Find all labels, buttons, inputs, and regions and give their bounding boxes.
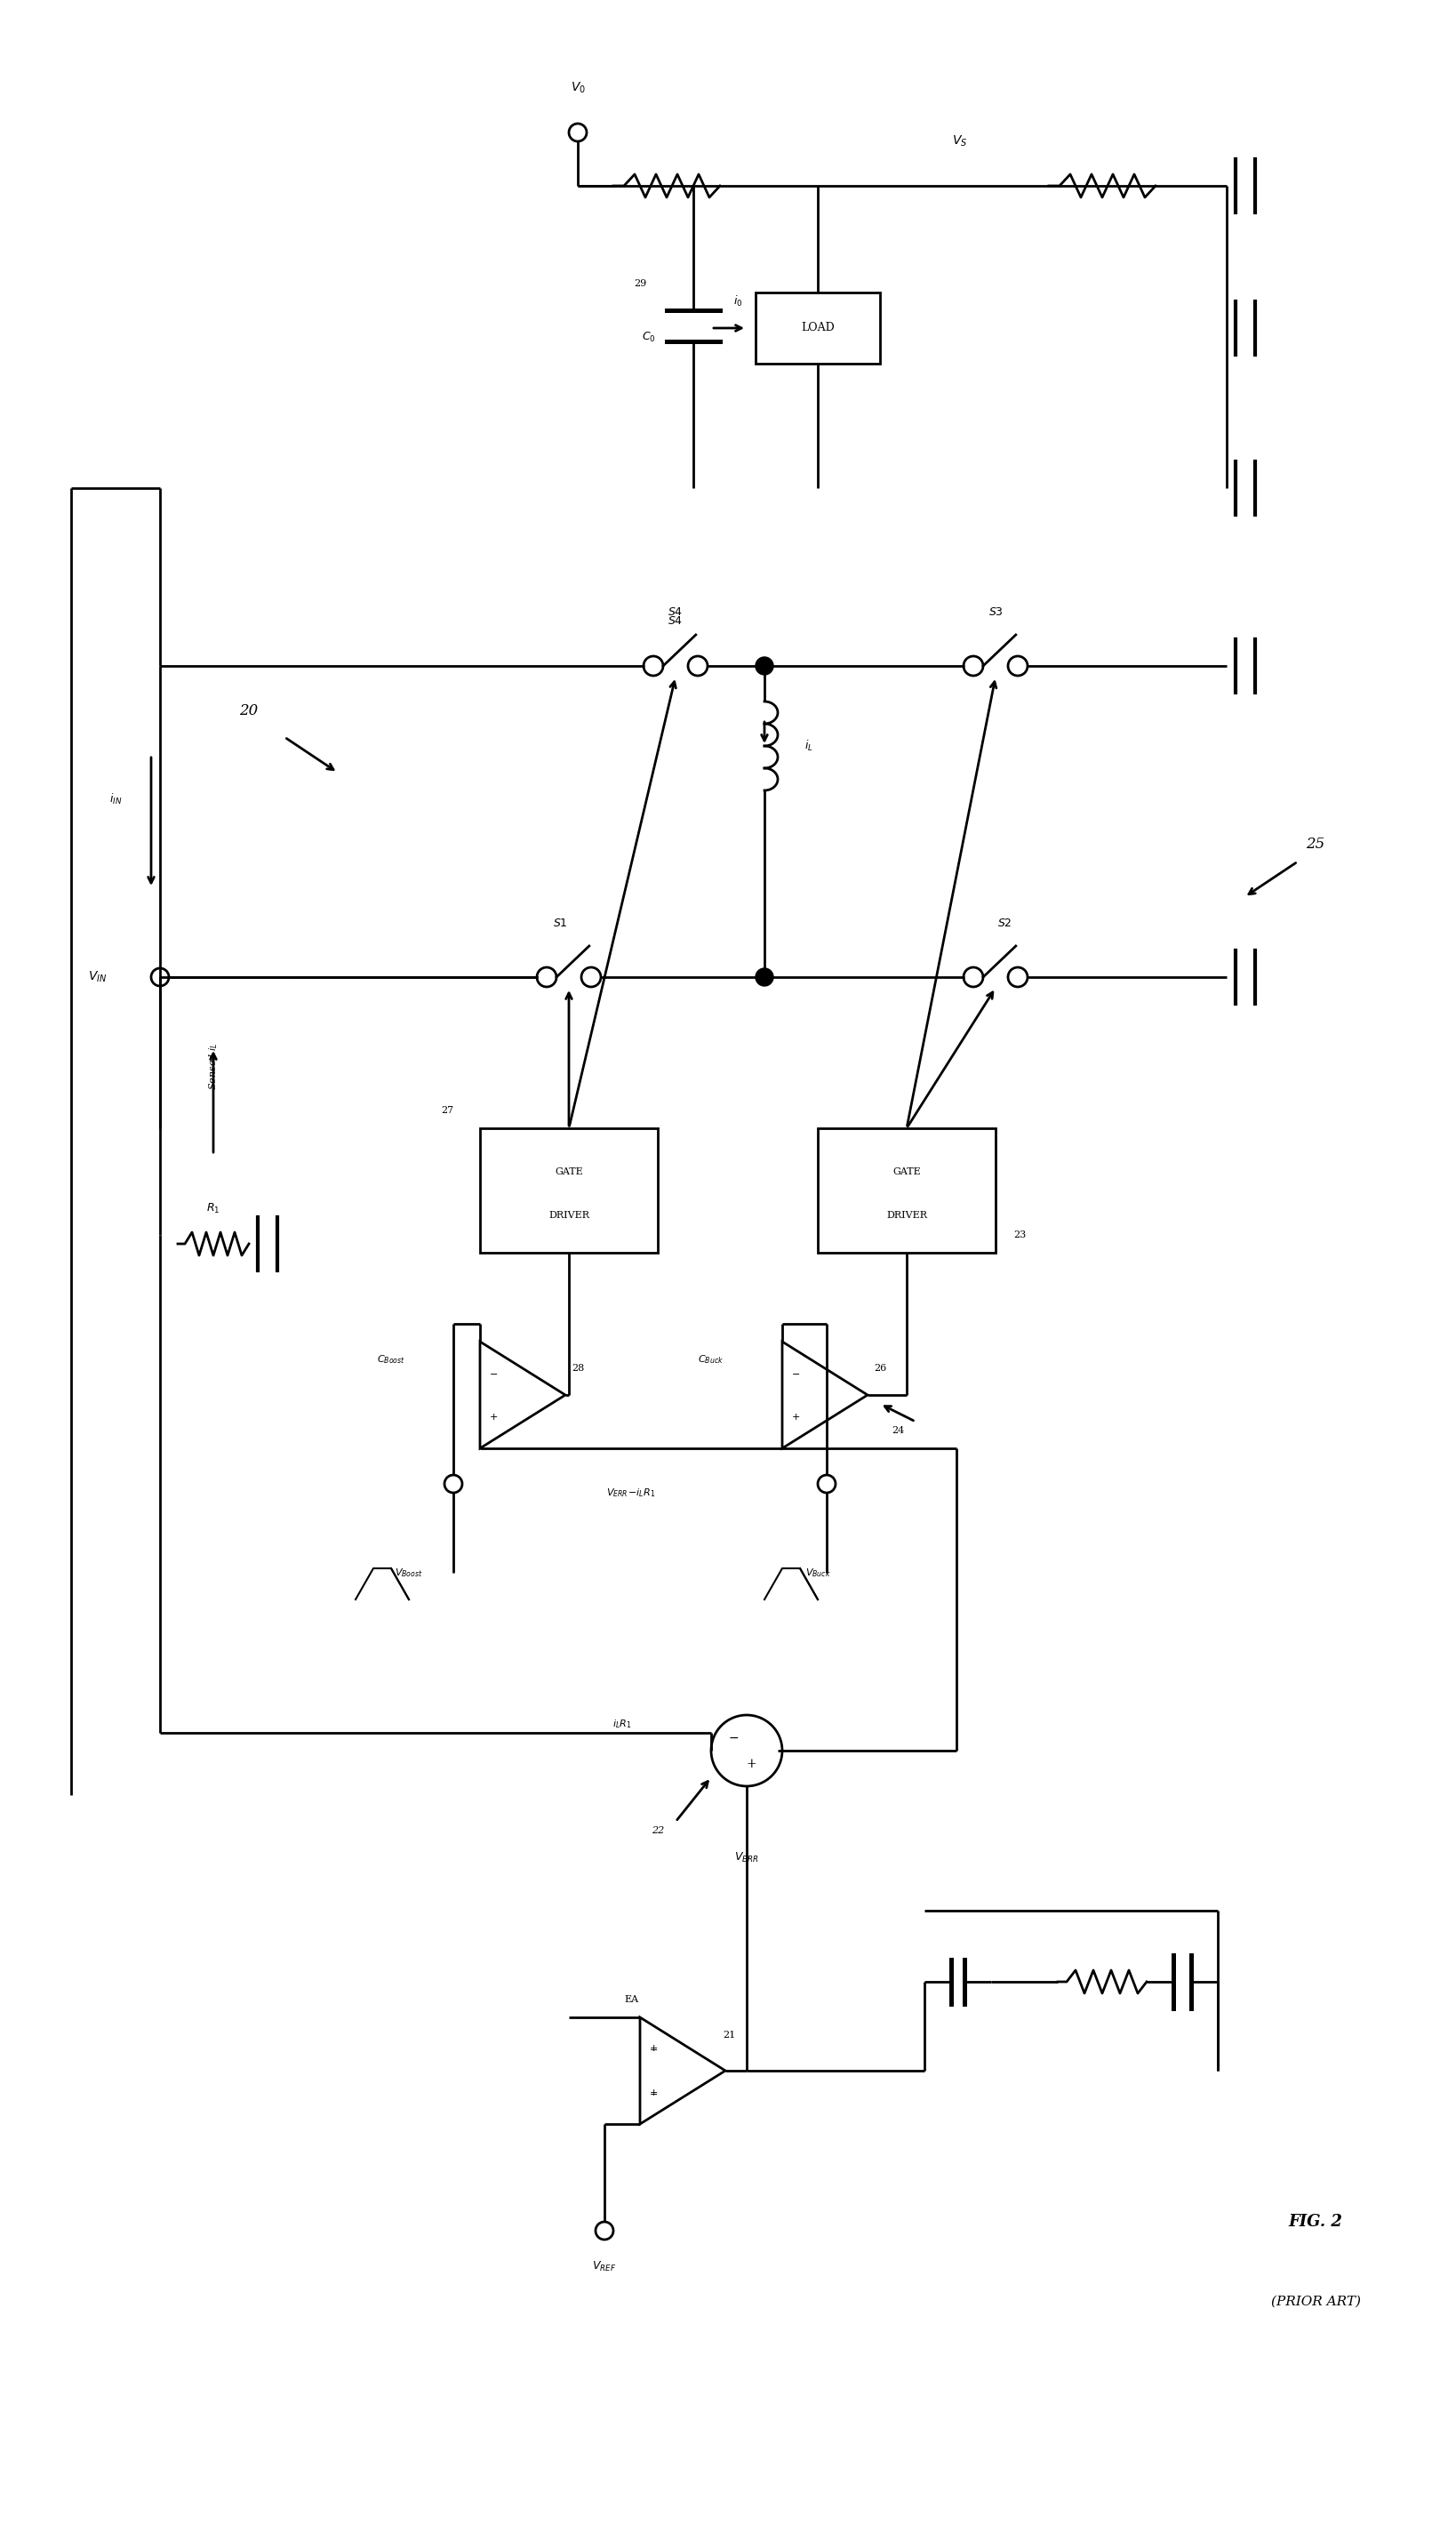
Text: EA: EA [625,1996,638,2004]
Text: $S4$: $S4$ [668,616,683,628]
Text: FIG. 2: FIG. 2 [1289,2214,1342,2229]
Text: $V_{IN}$: $V_{IN}$ [87,970,106,985]
Text: DRIVER: DRIVER [549,1211,590,1221]
Text: +: + [792,1413,799,1421]
Text: $i_0$: $i_0$ [734,294,743,309]
Text: $V_{Boost}$: $V_{Boost}$ [395,1565,424,1578]
Text: $S2$: $S2$ [997,917,1012,930]
Text: $C_{Buck}$: $C_{Buck}$ [699,1353,724,1365]
Text: $i_{IN}$: $i_{IN}$ [109,793,122,805]
Text: Sensed $i_L$: Sensed $i_L$ [207,1044,220,1089]
Text: $C_0$: $C_0$ [642,329,655,344]
Text: 20: 20 [239,702,258,717]
Text: +: + [745,1758,756,1771]
Text: $i_L$: $i_L$ [805,740,814,752]
Text: $-$: $-$ [728,1730,738,1743]
Circle shape [756,968,773,985]
Text: LOAD: LOAD [801,322,834,334]
Text: $-$: $-$ [649,2087,658,2097]
Text: $-$: $-$ [791,1368,799,1378]
Text: +: + [649,2087,658,2097]
Text: $V_0$: $V_0$ [571,81,585,96]
Text: 22: 22 [651,1826,664,1834]
Text: GATE: GATE [893,1168,920,1175]
Text: DRIVER: DRIVER [887,1211,927,1221]
Text: $-$: $-$ [649,2044,658,2052]
Text: GATE: GATE [555,1168,582,1175]
Text: 23: 23 [1013,1231,1026,1239]
Text: $S1$: $S1$ [553,917,568,930]
Text: $C_{Boost}$: $C_{Boost}$ [377,1353,405,1365]
Text: $S4$: $S4$ [668,608,683,618]
Text: 25: 25 [1306,836,1325,851]
Bar [818,1127,996,1254]
Text: 21: 21 [722,2031,735,2039]
Text: $V_{ERR}\!-\!i_LR_1$: $V_{ERR}\!-\!i_LR_1$ [607,1487,655,1500]
Text: $V_{Buck}$: $V_{Buck}$ [805,1565,830,1578]
Text: 24: 24 [891,1426,904,1436]
Bar [480,1127,658,1254]
Text: $V_{ERR}$: $V_{ERR}$ [734,1852,759,1864]
Text: 29: 29 [633,279,646,289]
Text: 26: 26 [874,1363,887,1373]
Text: (PRIOR ART): (PRIOR ART) [1271,2295,1360,2308]
Text: $V_{REF}$: $V_{REF}$ [593,2259,616,2272]
Text: $-$: $-$ [489,1368,498,1378]
Text: $i_LR_1$: $i_LR_1$ [613,1717,632,1730]
Text: +: + [649,2044,658,2052]
Text: 28: 28 [571,1363,584,1373]
Text: 27: 27 [441,1107,453,1115]
Circle shape [756,656,773,674]
Text: $S3$: $S3$ [989,608,1003,618]
Bar [756,291,879,365]
Text: $V_S$: $V_S$ [952,134,968,149]
Text: +: + [489,1413,498,1421]
Text: $R_1$: $R_1$ [207,1201,220,1216]
